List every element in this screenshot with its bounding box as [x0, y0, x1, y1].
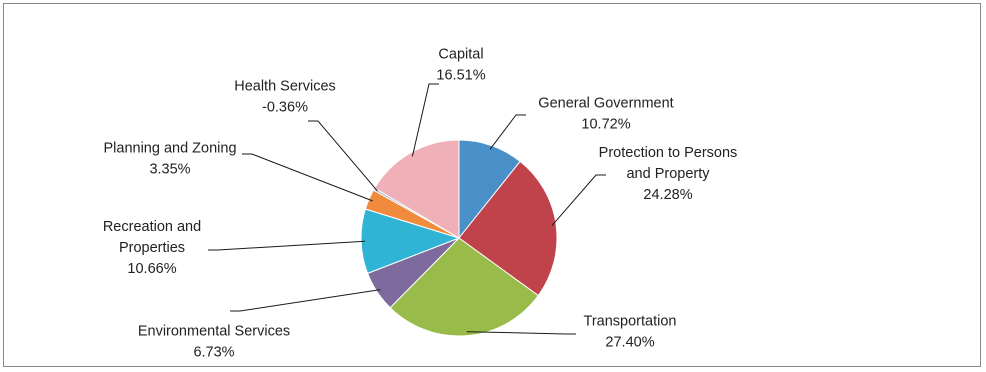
leader-line-planning-and-zoning [242, 153, 373, 202]
slice-value-label-general-government: 10.72% [581, 117, 630, 133]
leader-line-general-government [489, 114, 526, 150]
pie-slice-capital [373, 139, 460, 239]
leader-line-protection-to-persons-and-property [551, 174, 606, 226]
slice-name-label-environmental-services: Environmental Services [138, 324, 290, 340]
slice-value-label-protection-to-persons-and-property: 24.28% [643, 187, 692, 203]
leader-line-recreation-and-properties [208, 240, 366, 251]
slice-name-label-general-government: General Government [538, 96, 673, 112]
slice-name-label-capital: Capital [438, 47, 483, 63]
slice-name-label-protection-to-persons-and-property: Protection to Persons [599, 145, 738, 161]
slice-name-label-health-services: Health Services [234, 79, 336, 95]
slice-name-label-planning-and-zoning: Planning and Zoning [103, 141, 236, 157]
leader-line-capital [411, 83, 439, 157]
chart-frame: General Government 10.72% Protection to Pe… [3, 3, 981, 367]
slice-value-label-transportation: 27.40% [605, 335, 654, 351]
slice-value-label-recreation-and-properties: 10.66% [127, 261, 176, 277]
slice-value-label-environmental-services: 6.73% [193, 345, 234, 361]
pie-slice-protection-to-persons-and-property [458, 160, 558, 297]
pie-slice-transportation [389, 237, 539, 337]
slice-name-label-recreation-and-properties: Recreation and [103, 219, 201, 235]
slice-value-label-capital: 16.51% [436, 68, 485, 84]
leader-line-environmental-services [230, 289, 381, 312]
pie-chart: General Government 10.72% Protection to Pe… [103, 47, 738, 361]
slice-name-label-transportation: Transportation [584, 314, 677, 330]
slice-name-label-recreation-and-properties: Properties [119, 240, 185, 256]
leader-line-transportation [466, 331, 576, 335]
leader-line-health-services [308, 120, 378, 192]
slice-name-label-protection-to-persons-and-property: and Property [626, 166, 710, 182]
slice-value-label-planning-and-zoning: 3.35% [149, 162, 190, 178]
pie-slice-general-government [458, 139, 521, 240]
slice-value-label-health-services: -0.36% [262, 100, 308, 116]
